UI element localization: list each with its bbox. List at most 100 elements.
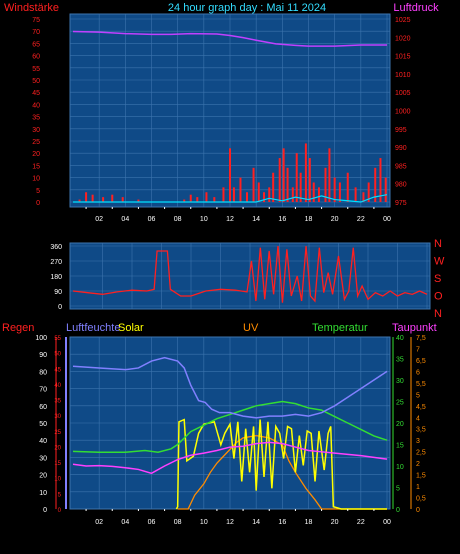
x-tick-label: 08 <box>174 216 182 223</box>
wind-speed-bar <box>367 182 370 202</box>
uv-tick-label: 6,5 <box>416 358 426 365</box>
uv-tick-label: 5 <box>416 392 420 399</box>
wind-x-axis-ticks: 02 04 06 08 10 12 14 16 18 20 22 00 <box>85 207 391 223</box>
wind-speed-bar <box>286 167 289 202</box>
direction-tick-label: 0 <box>58 304 62 311</box>
wind-speed-bars <box>78 143 387 203</box>
wind-speed-bar <box>328 148 331 202</box>
gust-line <box>73 194 388 203</box>
dewpoint-line <box>72 441 388 475</box>
wind-speed-bar <box>272 172 275 202</box>
x-tick-label: 22 <box>357 519 365 526</box>
humidity-axis-ticks: 0 5 10 15 20 25 30 35 40 45 50 55 <box>54 336 61 514</box>
dewpoint-axis-title: Taupunkt <box>392 322 437 334</box>
pressure-tick-label: 995 <box>395 127 407 134</box>
wind-speed-bar <box>263 192 266 202</box>
rain-tick-label: 0 <box>43 507 47 514</box>
wind-speed-bar <box>379 158 382 202</box>
rain-tick-label: 50 <box>39 421 47 428</box>
uv-tick-label: 2 <box>416 461 420 468</box>
wind-speed-bar <box>239 177 242 202</box>
humidity-tick-label: 15 <box>54 461 61 467</box>
x-tick-label: 12 <box>226 519 234 526</box>
wind-tick-label: 10 <box>32 176 40 183</box>
wind-speed-bar <box>257 182 260 202</box>
x-tick-label: 14 <box>252 519 260 526</box>
wind-speed-bar <box>111 194 114 202</box>
uv-axis-ticks: 0 0,5 1 1,5 2 2,5 3 3,5 4 4,5 5 5,5 6 6,5 7 7,5 <box>416 335 426 514</box>
uv-axis-title: UV <box>243 322 259 334</box>
humidity-line <box>72 356 388 419</box>
rain-tick-label: 40 <box>39 438 47 445</box>
wind-speed-bar <box>91 194 94 202</box>
compass-letter: S <box>434 273 441 285</box>
wind-speed-bar <box>183 199 186 202</box>
rain-tick-label: 90 <box>39 352 47 359</box>
wind-tick-label: 20 <box>32 151 40 158</box>
x-tick-label: 20 <box>331 216 339 223</box>
compass-letter: O <box>434 291 443 303</box>
wind-tick-label: 60 <box>32 54 40 61</box>
wind-speed-bar <box>291 187 294 202</box>
temperature-tick-label: 15 <box>396 443 404 450</box>
wind-speed-bar <box>333 177 336 202</box>
wind-speed-bar <box>121 197 124 202</box>
pressure-tick-label: 980 <box>395 182 407 189</box>
wind-tick-label: 30 <box>32 127 40 134</box>
wind-speed-bar <box>282 148 285 202</box>
uv-tick-label: 6 <box>416 369 420 376</box>
wind-speed-bar <box>338 182 341 202</box>
wind-speed-bar <box>346 172 349 202</box>
wind-speed-bar <box>213 197 216 202</box>
x-tick-label: 02 <box>95 216 103 223</box>
uv-tick-label: 3,5 <box>416 427 426 434</box>
pressure-axis-title: Luftdruck <box>393 2 439 14</box>
wind-speed-bar <box>246 192 249 202</box>
x-tick-label: 02 <box>95 519 103 526</box>
wind-speed-bar <box>85 192 88 202</box>
wind-tick-label: 0 <box>36 200 40 207</box>
wind-speed-bar <box>299 172 302 202</box>
wind-speed-bar <box>312 182 315 202</box>
rain-tick-label: 70 <box>39 387 47 394</box>
rain-tick-label: 20 <box>39 473 47 480</box>
wind-speed-bar <box>362 192 365 202</box>
uv-tick-label: 0 <box>416 507 420 514</box>
chart-title: 24 hour graph day : Mai 11 2024 <box>168 2 326 14</box>
climate-x-axis-ticks: 02 04 06 08 10 12 14 16 18 20 22 00 <box>85 509 391 526</box>
wind-direction-grid <box>70 243 430 309</box>
wind-speed-bar <box>137 199 140 202</box>
wind-tick-label: 45 <box>32 90 40 97</box>
humidity-tick-label: 10 <box>54 477 61 483</box>
direction-tick-label: 360 <box>50 244 62 251</box>
uv-tick-label: 4 <box>416 415 420 422</box>
wind-speed-bar <box>354 187 357 202</box>
solar-axis-title: Solar <box>118 322 144 334</box>
uv-tick-label: 1 <box>416 484 420 491</box>
pressure-axis-ticks: 975 980 985 990 995 1000 1005 1010 1015 1020 1025 <box>395 17 411 207</box>
x-tick-label: 16 <box>278 216 286 223</box>
humidity-tick-label: 30 <box>54 414 61 420</box>
x-tick-label: 00 <box>383 216 391 223</box>
wind-pressure-grid <box>70 14 390 207</box>
pressure-tick-label: 985 <box>395 163 407 170</box>
temperature-tick-label: 0 <box>396 507 400 514</box>
x-tick-label: 06 <box>148 216 156 223</box>
rain-tick-label: 10 <box>39 490 47 497</box>
x-tick-label: 04 <box>121 216 129 223</box>
humidity-tick-label: 45 <box>54 367 61 373</box>
wind-tick-label: 55 <box>32 66 40 73</box>
x-tick-label: 00 <box>383 519 391 526</box>
uv-line <box>177 434 387 510</box>
wind-speed-bar <box>308 158 311 202</box>
x-tick-label: 18 <box>305 216 313 223</box>
wind-tick-label: 25 <box>32 139 40 146</box>
wind-speed-bar <box>205 192 208 202</box>
wind-speed-bar <box>317 187 320 202</box>
pressure-tick-label: 1015 <box>395 54 411 61</box>
wind-tick-label: 50 <box>32 78 40 85</box>
wind-axis-title: Windstärke <box>4 2 59 14</box>
